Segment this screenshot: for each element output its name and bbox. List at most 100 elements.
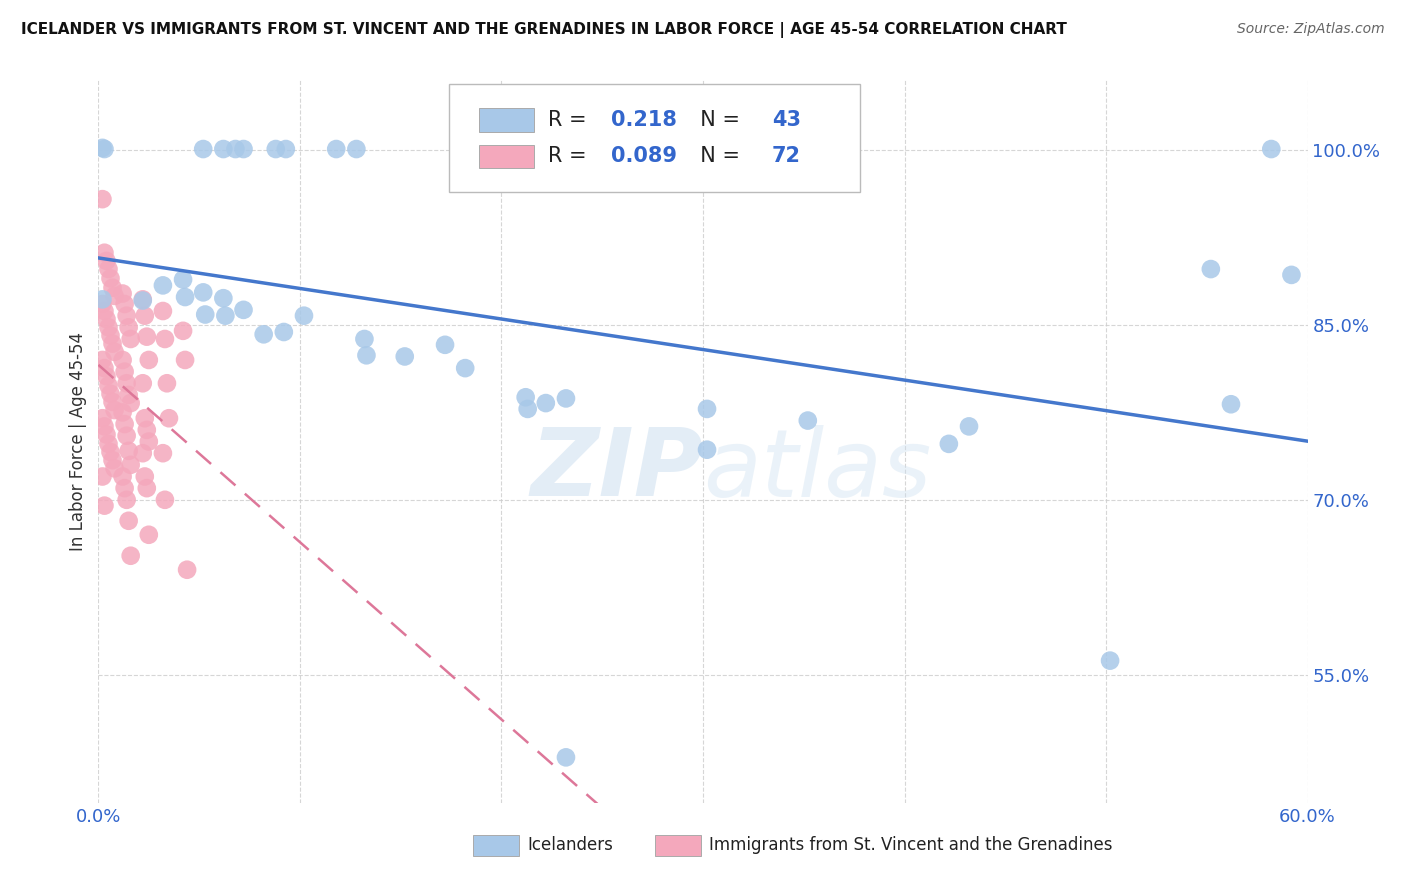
Text: Icelanders: Icelanders [527, 837, 613, 855]
Point [696, 401, 718, 416]
Point [134, 309, 156, 323]
Point [174, 353, 197, 368]
Text: 72: 72 [772, 146, 801, 166]
Point [152, 304, 174, 318]
Point [264, 142, 287, 156]
Point [115, 309, 138, 323]
Point [100, 445, 122, 459]
Point [111, 353, 134, 368]
Text: ZIP: ZIP [530, 425, 703, 516]
Point [274, 142, 297, 156]
FancyBboxPatch shape [449, 84, 860, 193]
Point [111, 286, 134, 301]
Point [534, 396, 557, 410]
FancyBboxPatch shape [479, 109, 534, 132]
Text: N =: N = [688, 146, 747, 166]
Point [394, 350, 416, 364]
Point [434, 338, 457, 352]
Point [797, 413, 820, 427]
Point [273, 325, 295, 339]
Point [101, 395, 124, 409]
Point [97, 437, 120, 451]
Point [253, 327, 276, 342]
FancyBboxPatch shape [474, 835, 519, 855]
Point [957, 419, 980, 434]
Point [114, 297, 136, 311]
Point [325, 142, 347, 156]
Point [152, 278, 174, 293]
Point [157, 411, 180, 425]
Point [91, 411, 114, 425]
Point [1220, 397, 1243, 411]
Text: R =: R = [548, 146, 593, 166]
Point [135, 481, 157, 495]
Point [103, 403, 125, 417]
Point [174, 290, 197, 304]
Point [132, 293, 155, 308]
Point [516, 401, 538, 416]
Point [555, 750, 578, 764]
Point [356, 348, 378, 362]
Point [91, 469, 114, 483]
Point [96, 312, 118, 326]
Point [118, 388, 141, 402]
Text: 43: 43 [772, 110, 801, 130]
Point [515, 390, 537, 404]
Point [938, 437, 960, 451]
Point [114, 365, 136, 379]
Point [93, 361, 115, 376]
Point [97, 320, 120, 334]
Point [101, 453, 124, 467]
Point [138, 353, 160, 368]
Point [120, 549, 142, 563]
Point [1099, 654, 1122, 668]
Point [93, 419, 115, 434]
Text: Source: ZipAtlas.com: Source: ZipAtlas.com [1237, 22, 1385, 37]
Point [96, 369, 118, 384]
Point [1260, 142, 1282, 156]
Point [120, 396, 142, 410]
Text: Immigrants from St. Vincent and the Grenadines: Immigrants from St. Vincent and the Gren… [709, 837, 1112, 855]
Point [115, 492, 138, 507]
Point [101, 281, 124, 295]
Point [91, 297, 114, 311]
Point [135, 329, 157, 343]
Point [97, 378, 120, 392]
Point [132, 293, 155, 307]
Point [100, 328, 122, 343]
Point [93, 304, 115, 318]
Point [212, 142, 235, 156]
Point [115, 376, 138, 391]
Point [120, 458, 142, 472]
Point [134, 411, 156, 425]
Text: R =: R = [548, 110, 593, 130]
Point [103, 344, 125, 359]
Point [100, 271, 122, 285]
Point [1199, 262, 1222, 277]
Point [353, 332, 375, 346]
Y-axis label: In Labor Force | Age 45-54: In Labor Force | Age 45-54 [69, 332, 87, 551]
Point [132, 446, 155, 460]
Point [172, 324, 194, 338]
Point [111, 405, 134, 419]
Text: 0.089: 0.089 [612, 146, 678, 166]
Point [91, 141, 114, 155]
Point [114, 417, 136, 431]
Point [138, 528, 160, 542]
Point [1281, 268, 1303, 282]
Text: ICELANDER VS IMMIGRANTS FROM ST. VINCENT AND THE GRENADINES IN LABOR FORCE | AGE: ICELANDER VS IMMIGRANTS FROM ST. VINCENT… [21, 22, 1067, 38]
Point [93, 142, 115, 156]
Point [91, 192, 114, 206]
Point [138, 434, 160, 449]
Point [696, 442, 718, 457]
Point [96, 427, 118, 442]
Point [212, 291, 235, 305]
Point [97, 262, 120, 277]
Point [96, 254, 118, 268]
Point [118, 443, 141, 458]
Point [134, 469, 156, 483]
Point [214, 309, 236, 323]
Point [103, 289, 125, 303]
Text: N =: N = [688, 110, 747, 130]
Point [344, 142, 367, 156]
